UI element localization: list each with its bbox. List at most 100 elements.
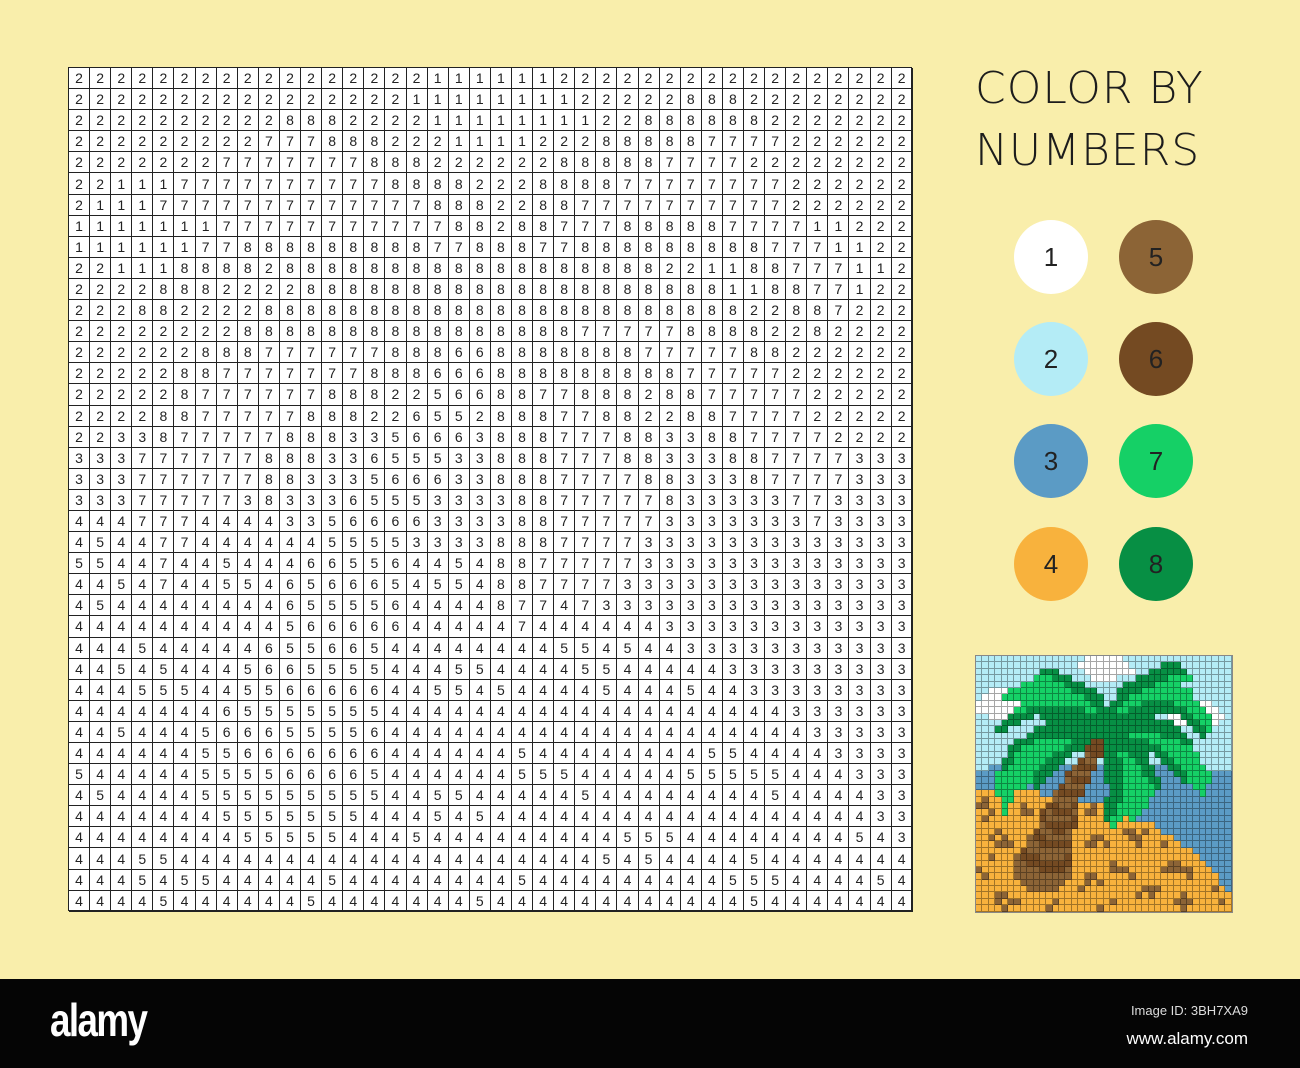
grid-cell[interactable]: 8 — [364, 236, 386, 258]
grid-cell[interactable]: 7 — [174, 532, 196, 554]
grid-cell[interactable]: 4 — [343, 848, 365, 870]
grid-cell[interactable]: 8 — [490, 595, 512, 617]
grid-cell[interactable]: 8 — [786, 300, 808, 322]
grid-cell[interactable]: 4 — [343, 869, 365, 891]
grid-cell[interactable]: 3 — [828, 553, 850, 575]
grid-cell[interactable]: 3 — [870, 553, 892, 575]
grid-cell[interactable]: 8 — [511, 300, 534, 322]
grid-cell[interactable]: 7 — [638, 342, 660, 364]
grid-cell[interactable]: 8 — [533, 173, 555, 195]
grid-cell[interactable]: 6 — [258, 658, 280, 680]
grid-cell[interactable]: 4 — [195, 806, 217, 828]
grid-cell[interactable]: 4 — [469, 721, 491, 743]
grid-cell[interactable]: 4 — [174, 785, 196, 807]
grid-cell[interactable]: 2 — [237, 68, 259, 90]
grid-cell[interactable]: 4 — [237, 595, 259, 617]
grid-cell[interactable]: 8 — [638, 236, 660, 258]
grid-cell[interactable]: 4 — [90, 637, 112, 659]
grid-cell[interactable]: 6 — [301, 743, 323, 765]
grid-cell[interactable]: 4 — [554, 595, 576, 617]
grid-cell[interactable]: 4 — [533, 616, 555, 638]
grid-cell[interactable]: 4 — [111, 637, 133, 659]
grid-cell[interactable]: 8 — [448, 321, 470, 343]
grid-cell[interactable]: 6 — [469, 363, 491, 385]
grid-cell[interactable]: 8 — [638, 447, 660, 469]
grid-cell[interactable]: 8 — [216, 342, 238, 364]
grid-cell[interactable]: 2 — [870, 384, 892, 406]
grid-cell[interactable]: 7 — [722, 152, 744, 174]
grid-cell[interactable]: 4 — [701, 848, 723, 870]
grid-cell[interactable]: 7 — [343, 173, 365, 195]
grid-cell[interactable]: 2 — [111, 405, 133, 427]
grid-cell[interactable]: 4 — [617, 700, 639, 722]
grid-cell[interactable]: 4 — [153, 806, 175, 828]
grid-cell[interactable]: 4 — [554, 616, 576, 638]
grid-cell[interactable]: 4 — [828, 869, 850, 891]
grid-cell[interactable]: 4 — [132, 574, 154, 596]
grid-cell[interactable]: 3 — [722, 532, 744, 554]
grid-cell[interactable]: 8 — [596, 131, 618, 153]
grid-cell[interactable]: 3 — [870, 679, 892, 701]
grid-cell[interactable]: 7 — [680, 363, 702, 385]
grid-cell[interactable]: 8 — [511, 489, 534, 511]
grid-cell[interactable]: 8 — [364, 131, 386, 153]
grid-cell[interactable]: 8 — [511, 236, 534, 258]
grid-cell[interactable]: 8 — [533, 257, 555, 279]
grid-cell[interactable]: 4 — [111, 616, 133, 638]
grid-cell[interactable]: 2 — [132, 278, 154, 301]
grid-cell[interactable]: 8 — [427, 300, 449, 322]
grid-cell[interactable]: 2 — [786, 363, 808, 385]
grid-cell[interactable]: 3 — [744, 658, 766, 680]
grid-cell[interactable]: 4 — [554, 658, 576, 680]
grid-cell[interactable]: 4 — [448, 743, 470, 765]
grid-cell[interactable]: 6 — [279, 764, 302, 786]
grid-cell[interactable]: 4 — [111, 510, 133, 533]
grid-cell[interactable]: 4 — [385, 764, 407, 786]
grid-cell[interactable]: 4 — [659, 785, 681, 807]
grid-cell[interactable]: 3 — [849, 764, 871, 786]
grid-cell[interactable]: 3 — [849, 679, 871, 701]
grid-cell[interactable]: 4 — [237, 869, 259, 891]
grid-cell[interactable]: 4 — [69, 532, 91, 554]
grid-cell[interactable]: 7 — [596, 532, 618, 554]
grid-cell[interactable]: 2 — [849, 68, 871, 90]
grid-cell[interactable]: 8 — [174, 257, 196, 279]
grid-cell[interactable]: 6 — [237, 721, 259, 743]
grid-cell[interactable]: 8 — [659, 278, 681, 301]
grid-cell[interactable]: 3 — [427, 489, 449, 511]
grid-cell[interactable]: 4 — [174, 616, 196, 638]
grid-cell[interactable]: 3 — [891, 616, 913, 638]
grid-cell[interactable]: 7 — [343, 342, 365, 364]
grid-cell[interactable]: 8 — [554, 363, 576, 385]
grid-cell[interactable]: 2 — [849, 426, 871, 448]
grid-cell[interactable]: 6 — [343, 764, 365, 786]
grid-cell[interactable]: 4 — [427, 827, 449, 849]
grid-cell[interactable]: 5 — [90, 532, 112, 554]
grid-cell[interactable]: 4 — [132, 553, 154, 575]
grid-cell[interactable]: 3 — [828, 574, 850, 596]
grid-cell[interactable]: 4 — [195, 658, 217, 680]
grid-cell[interactable]: 5 — [279, 616, 302, 638]
grid-cell[interactable]: 4 — [258, 616, 280, 638]
grid-cell[interactable]: 4 — [448, 827, 470, 849]
grid-cell[interactable]: 5 — [301, 721, 323, 743]
grid-cell[interactable]: 7 — [575, 447, 597, 469]
grid-cell[interactable]: 7 — [258, 152, 280, 174]
grid-cell[interactable]: 5 — [343, 595, 365, 617]
grid-cell[interactable]: 7 — [385, 194, 407, 216]
grid-cell[interactable]: 6 — [343, 510, 365, 533]
grid-cell[interactable]: 1 — [174, 215, 196, 237]
grid-cell[interactable]: 8 — [406, 236, 428, 258]
grid-cell[interactable]: 8 — [427, 321, 449, 343]
grid-cell[interactable]: 3 — [90, 447, 112, 469]
grid-cell[interactable]: 8 — [617, 152, 639, 174]
grid-cell[interactable]: 4 — [554, 890, 576, 912]
grid-cell[interactable]: 8 — [195, 278, 217, 301]
grid-cell[interactable]: 1 — [111, 194, 133, 216]
grid-cell[interactable]: 3 — [744, 553, 766, 575]
grid-cell[interactable]: 2 — [849, 215, 871, 237]
grid-cell[interactable]: 7 — [554, 510, 576, 533]
grid-cell[interactable]: 3 — [680, 426, 702, 448]
grid-cell[interactable]: 4 — [638, 721, 660, 743]
grid-cell[interactable]: 4 — [701, 679, 723, 701]
